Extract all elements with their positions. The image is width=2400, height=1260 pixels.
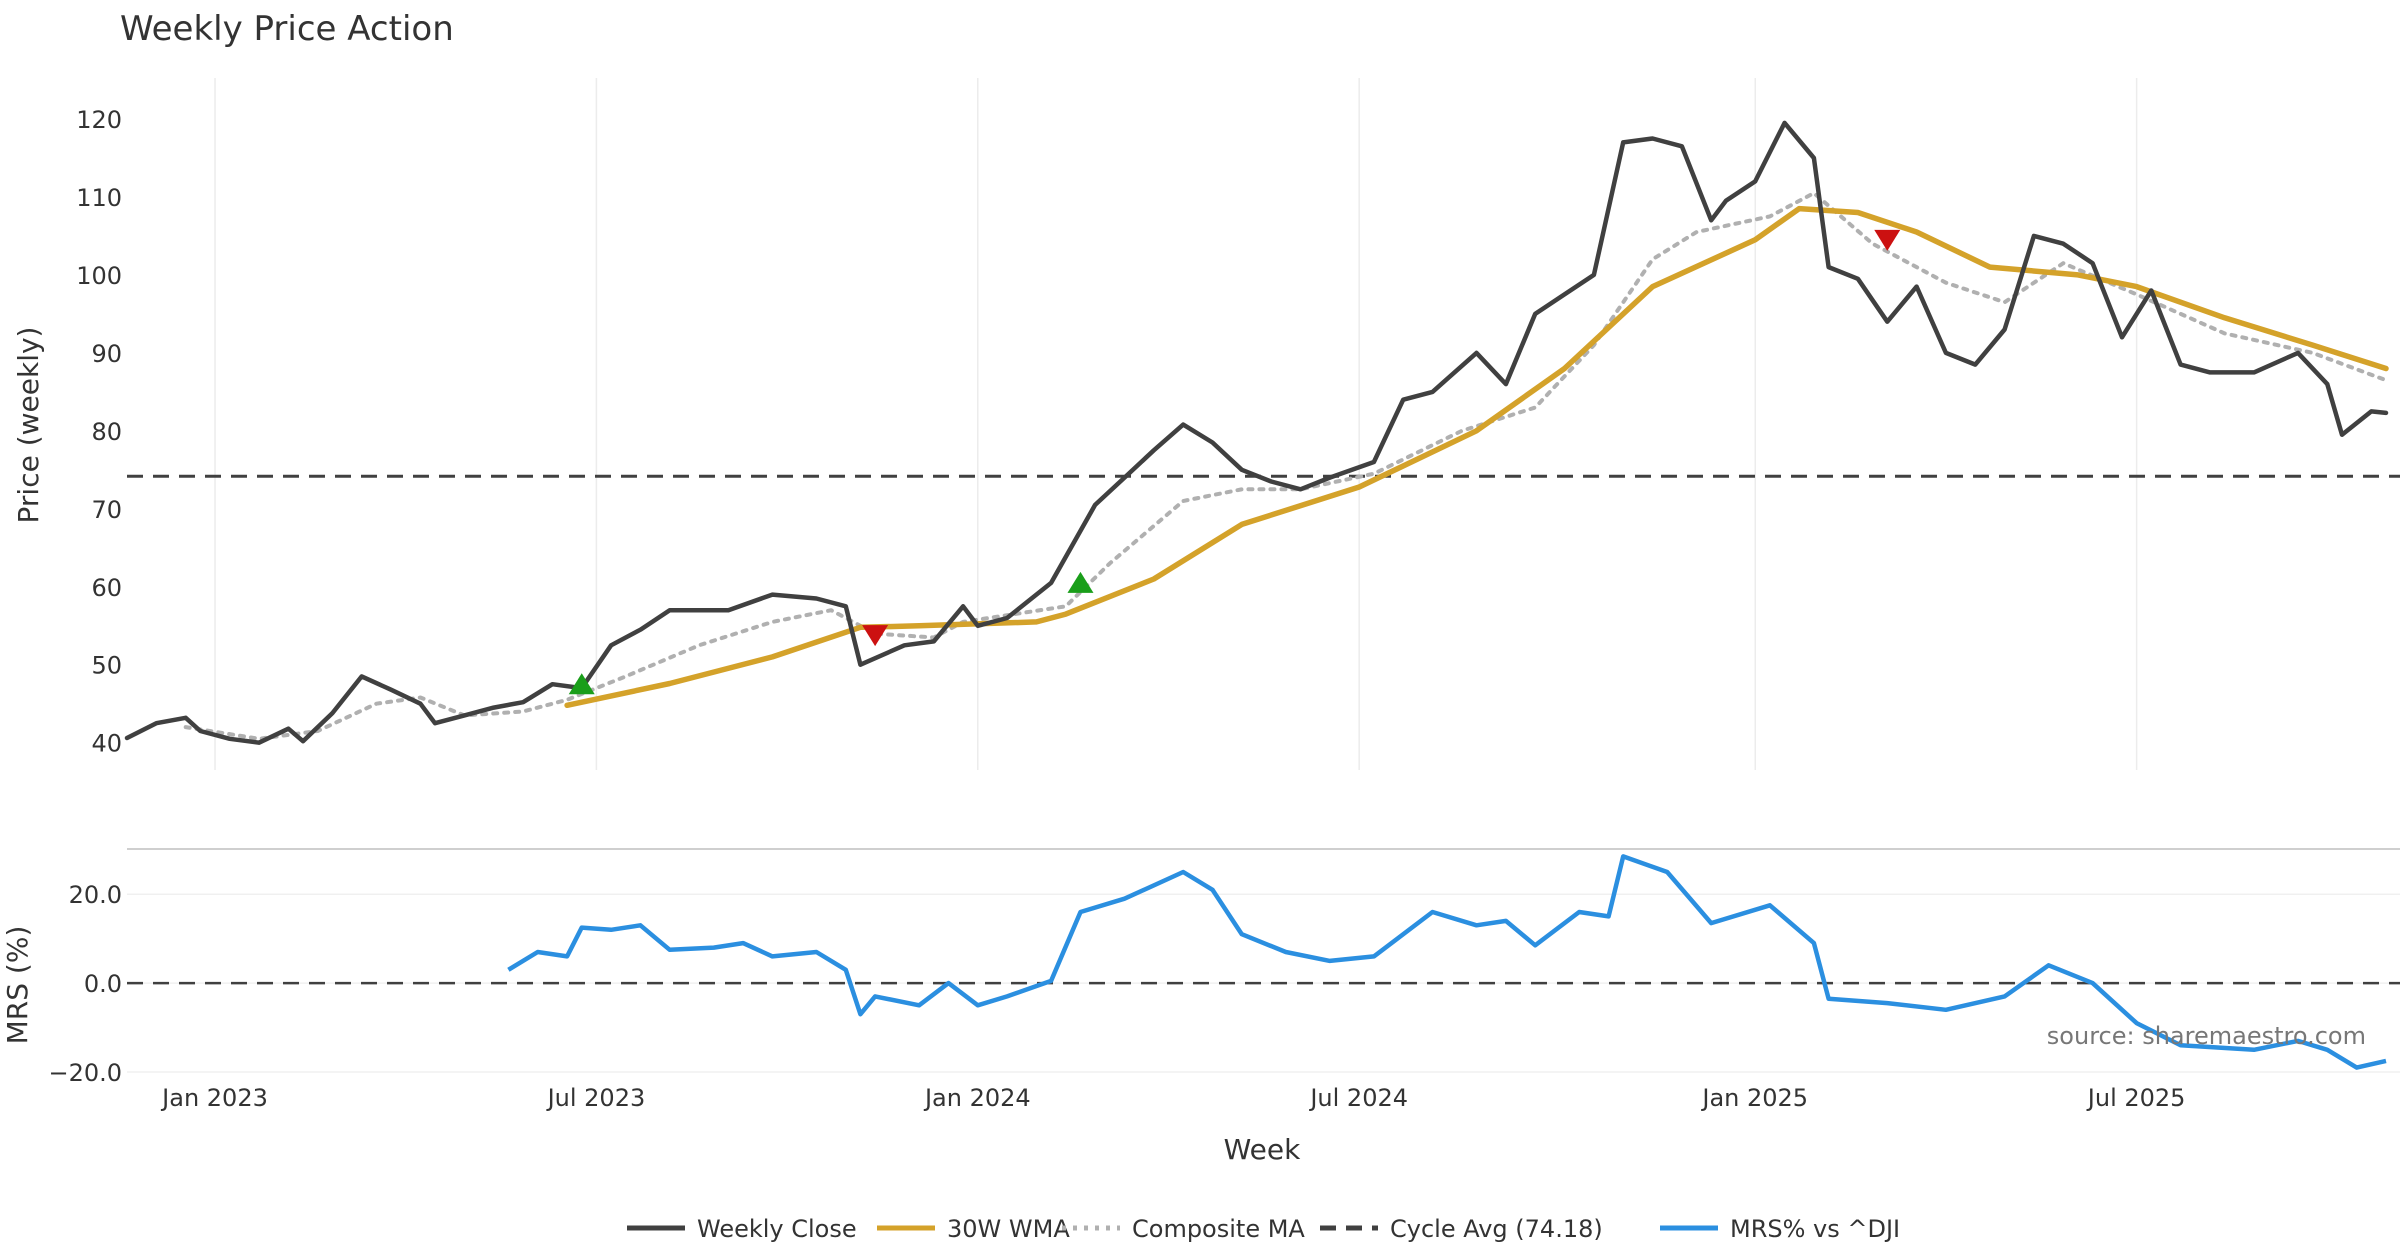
price-y-tick-3: 70 (91, 496, 122, 524)
price-y-tick-6: 100 (76, 262, 122, 290)
price-gridlines (214, 78, 2138, 770)
sell-signal-marker-3 (1874, 229, 1901, 251)
legend-item-2: Composite MA (1062, 1215, 1305, 1243)
x-tick-5: Jul 2025 (2086, 1084, 2186, 1112)
series-mrs-vs-dji (507, 854, 2387, 1070)
price-y-tick-0: 40 (91, 730, 122, 758)
legend-label-1: 30W WMA (947, 1215, 1070, 1243)
series-30w-wma (564, 205, 2389, 709)
price-y-tick-labels: 40 50 60 70 80 90 100 110 120 (76, 106, 122, 758)
source-label: source: sharemaestro.com (2047, 1022, 2366, 1050)
price-y-axis-title: Price (weekly) (12, 327, 45, 524)
series-composite-ma (183, 191, 2388, 741)
series-weekly-close (124, 120, 2389, 745)
mrs-y-tick-0: 20.0 (69, 881, 122, 909)
buy-signal-marker-2 (1067, 571, 1094, 593)
legend: Weekly Close 30W WMA Composite MA Cycle Avg… (627, 1215, 1900, 1243)
legend-item-3: Cycle Avg (74.18) (1320, 1215, 1603, 1243)
price-y-tick-8: 120 (76, 106, 122, 134)
x-tick-labels: Jan 2023 Jul 2023 Jan 2024 Jul 2024 Jan 2025… (160, 1084, 2185, 1112)
signal-markers (568, 229, 1901, 695)
x-tick-3: Jul 2024 (1308, 1084, 1408, 1112)
legend-item-4: MRS% vs ^DJI (1660, 1215, 1900, 1243)
mrs-y-tick-labels: 20.0 0.0 −20.0 (48, 881, 122, 1087)
sell-signal-marker-1 (862, 625, 889, 647)
price-y-tick-4: 80 (91, 418, 122, 446)
legend-label-2: Composite MA (1132, 1215, 1305, 1243)
legend-label-4: MRS% vs ^DJI (1730, 1215, 1900, 1243)
mrs-y-tick-2: −20.0 (48, 1059, 122, 1087)
price-y-tick-1: 50 (91, 652, 122, 680)
x-tick-1: Jul 2023 (546, 1084, 646, 1112)
x-tick-2: Jan 2024 (923, 1084, 1031, 1112)
price-y-tick-7: 110 (76, 184, 122, 212)
legend-item-1: 30W WMA (877, 1215, 1070, 1243)
price-y-tick-2: 60 (91, 574, 122, 602)
legend-label-3: Cycle Avg (74.18) (1390, 1215, 1603, 1243)
x-tick-4: Jan 2025 (1700, 1084, 1808, 1112)
mrs-series-group (507, 854, 2387, 1070)
mrs-y-tick-1: 0.0 (84, 970, 122, 998)
x-tick-0: Jan 2023 (160, 1084, 268, 1112)
x-axis-title: Week (1224, 1133, 1301, 1166)
buy-signal-marker-0 (568, 673, 595, 695)
mrs-y-axis-title: MRS (%) (1, 926, 34, 1045)
legend-label-0: Weekly Close (697, 1215, 857, 1243)
price-y-tick-5: 90 (91, 340, 122, 368)
legend-item-0: Weekly Close (627, 1215, 857, 1243)
chart-title: Weekly Price Action (120, 9, 454, 49)
price-series-group (124, 120, 2389, 745)
